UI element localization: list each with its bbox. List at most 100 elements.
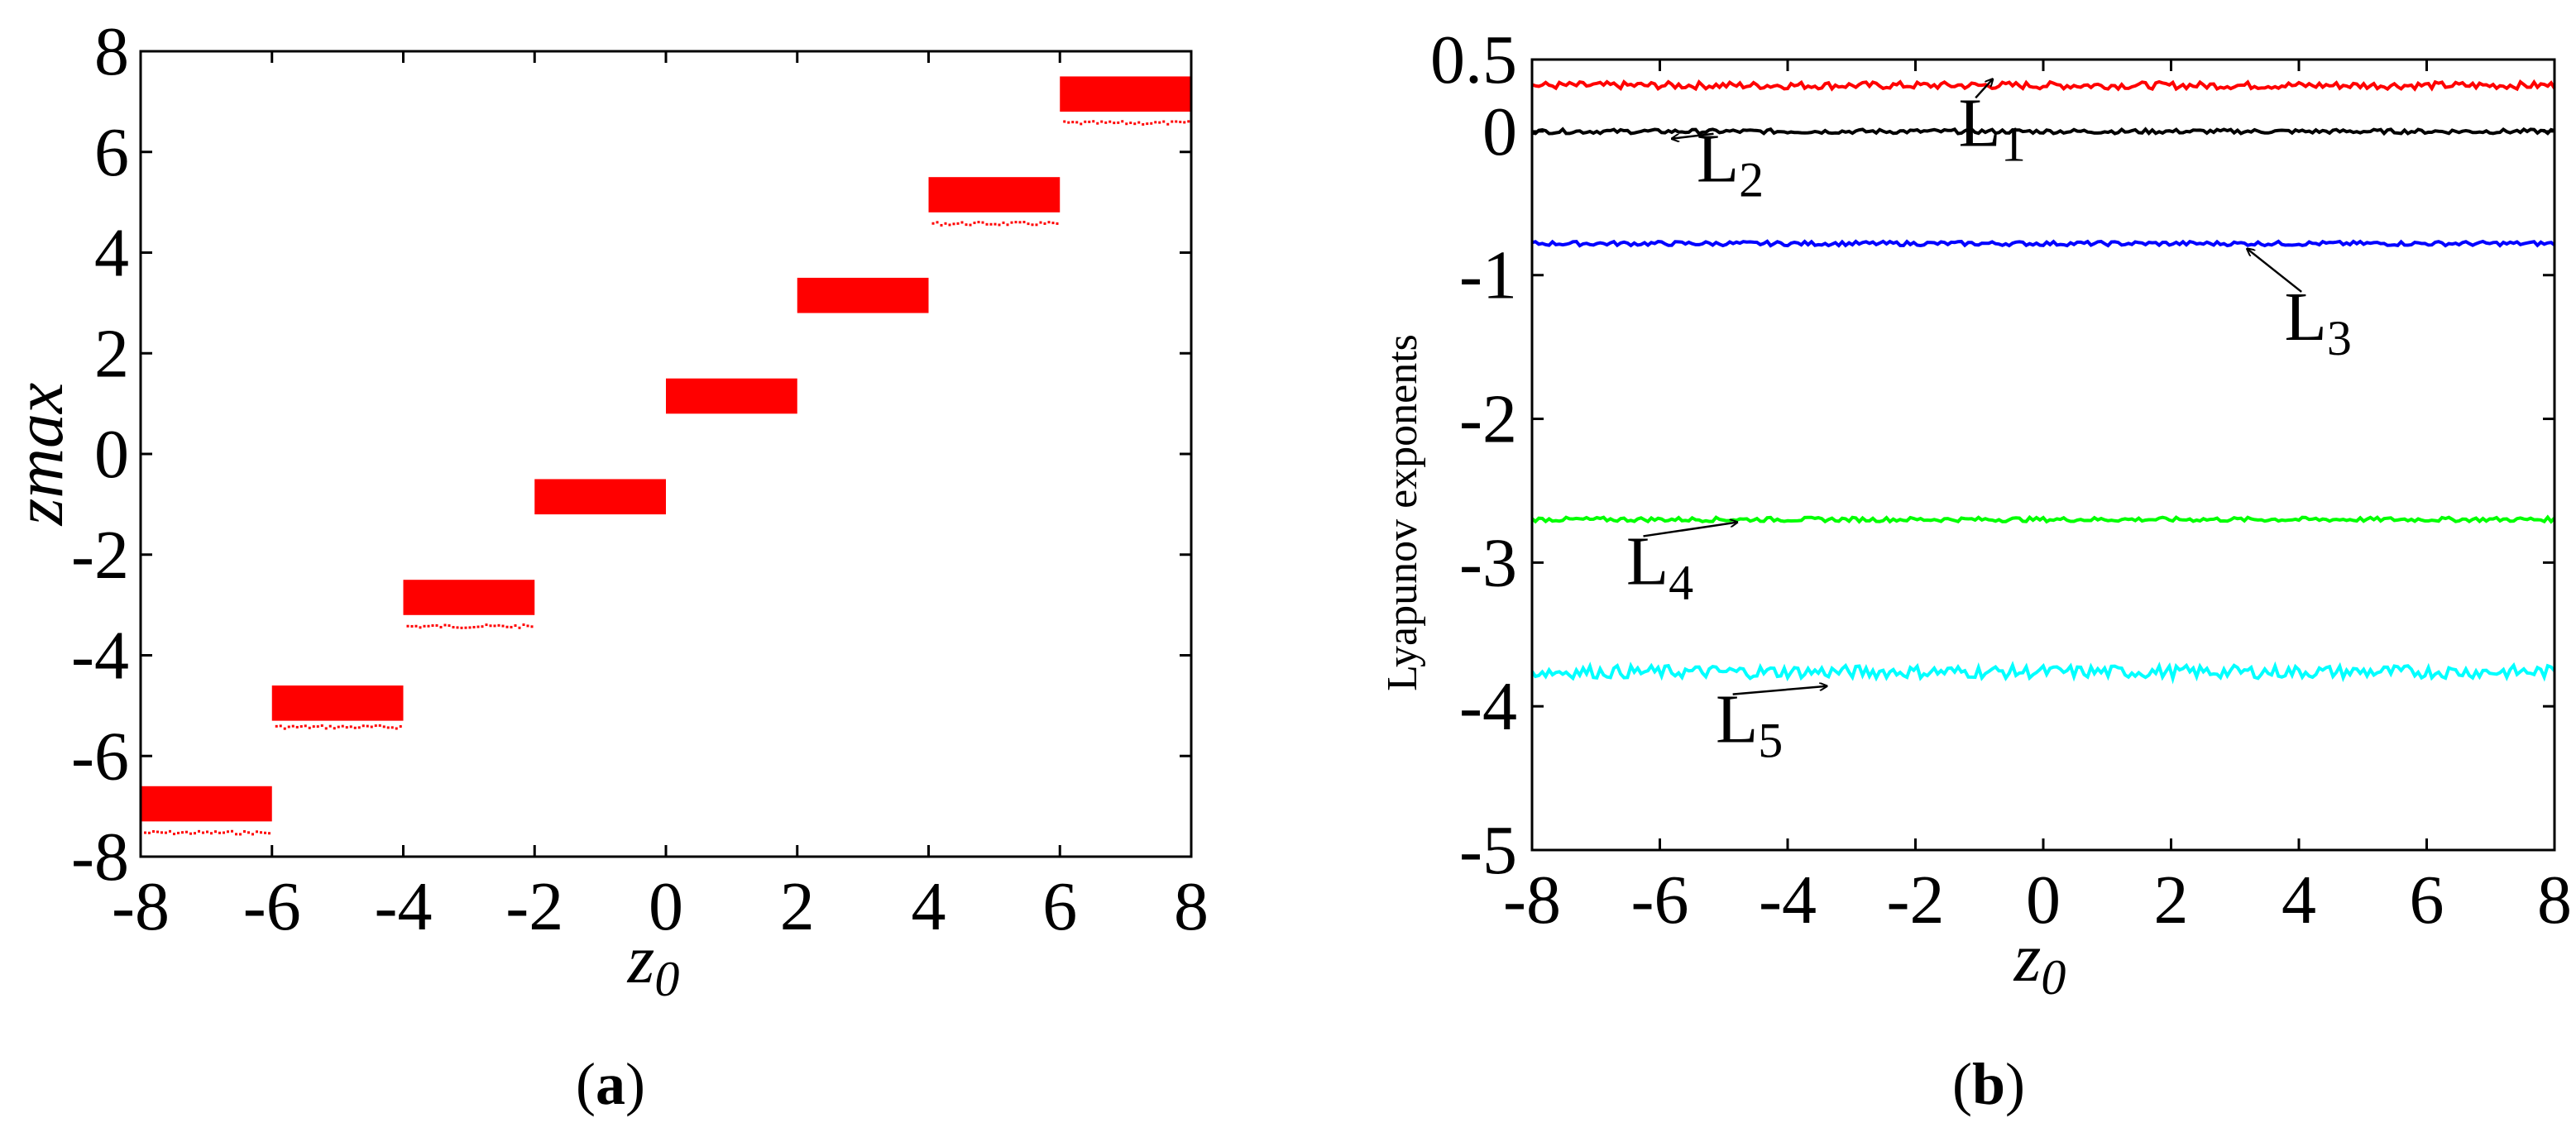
band-3-point [410,624,414,628]
x-tick-label: 2 [780,868,815,945]
band-2-point [295,725,299,728]
band-3-point [505,625,509,628]
band-1-point [177,831,180,834]
x-tick-label: 4 [2282,862,2316,939]
band-7-point [1031,223,1034,227]
band-1-point [194,832,196,835]
band-7-point [956,222,960,225]
band-3-point [431,624,434,628]
band-8-point [1137,121,1141,124]
band-3-point [489,624,492,628]
band-8-point [1088,120,1091,123]
band-7-point [1039,221,1042,224]
x-tick-label: 0 [649,868,683,945]
band-2-point [382,725,385,728]
band-7-point [1022,221,1026,224]
band-7-point [977,221,980,224]
band-3-point [485,623,488,627]
band-series [141,76,1191,836]
band-7-point [1043,222,1046,225]
x-tick-label: -2 [505,868,563,945]
band-5 [666,378,797,414]
band-2-point [366,724,369,728]
band-1-point [256,830,258,833]
band-8-point [1166,122,1170,126]
band-2-point [304,724,307,728]
band-7-point [952,222,955,226]
y-tick-labels-b: 0.50 -1 -2 -3 -4 -5 [1430,21,1517,889]
band-8-point [1125,122,1128,126]
series-label-L1: L1 [1959,84,2026,171]
band-1-point [189,832,192,835]
band-1-point [247,831,250,834]
band-6 [797,277,929,313]
tick-marks-b [1530,58,2556,852]
band-2-point [320,724,323,728]
band-1-point [235,833,237,836]
band-8-point [1100,120,1104,123]
band-8-point [1104,121,1108,124]
band-3-point [414,624,418,628]
plot-frame-a [139,50,1193,858]
x-tick-label: 0 [2026,862,2061,939]
x-tick-labels-b: -8 -6 -4 -2 0 2 4 6 8 [1503,862,2572,939]
band-1-point [169,829,171,833]
x-tick-label: -4 [375,868,433,945]
band-7-point [994,222,997,226]
band-8-point [1121,120,1124,123]
band-2-point [324,727,328,730]
band-1-point [152,830,155,833]
band-1-point [198,829,200,833]
band-2-point [353,726,357,729]
band-8-point [1158,121,1161,124]
band-7-point [1014,221,1017,224]
band-1-point [185,830,188,833]
caption-b: (b) [1952,1051,2025,1117]
series-label-L3: L3 [2285,279,2352,365]
band-1-point [156,830,159,833]
band-2-point [386,726,390,729]
band-3-point [530,625,534,628]
band-3-point [476,625,480,628]
band-3-point [406,624,409,628]
y-tick-label: -4 [1459,668,1517,745]
x-tick-label: -6 [1631,862,1689,939]
panel-a: -8 -6 -4 -2 0 2 4 6 8 -8 -6 -4 -2 0 2 4 6 8 zmax z0 (a) [1,13,1209,1117]
series-line-L5 [1530,661,2556,685]
band-8-point [1133,122,1137,126]
band-2-point [287,725,290,728]
y-tick-label: -6 [71,718,129,795]
band-7-point [940,223,943,227]
series-arrow-L1 [1975,79,1992,99]
band-3-point [456,626,459,629]
band-1-point [148,831,151,834]
band-8-point [1067,121,1070,124]
band-8-point [1075,121,1079,124]
band-7-point [1006,223,1009,227]
series-annotations: L1 L2 L3 L4 L5 [1626,79,2352,768]
band-7-point [965,223,968,227]
band-2-point [308,726,311,729]
y-tick-label: 2 [94,315,129,392]
y-tick-label: -5 [1459,812,1517,889]
x-tick-labels-a: -8 -6 -4 -2 0 2 4 6 8 [112,868,1209,945]
band-2-point [337,725,340,728]
exponent-series [1530,79,2556,685]
band-8-point [1187,120,1190,123]
y-tick-labels-a: -8 -6 -4 -2 0 2 4 6 8 [71,13,129,896]
y-tick-label: -3 [1459,524,1517,601]
series-arrow-L3 [2248,249,2302,293]
band-2-point [370,725,373,728]
band-1-point [268,832,271,835]
band-1-point [165,831,167,834]
band-3-point [518,626,521,629]
band-8-point [1175,120,1178,123]
band-8-point [1108,120,1112,123]
band-3 [403,580,535,615]
band-2-point [357,726,361,729]
y-tick-label: -1 [1459,237,1517,314]
band-8-point [1171,120,1174,123]
series-arrow-L4 [1643,523,1737,537]
band-2-point [345,726,348,729]
series-line-L1 [1531,79,2556,92]
